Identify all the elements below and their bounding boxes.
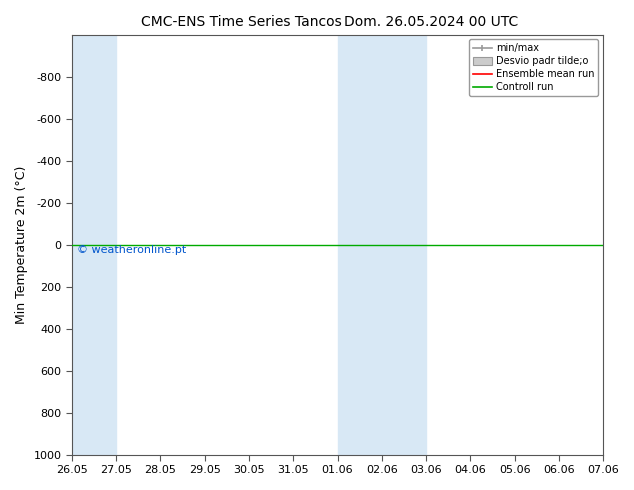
- Y-axis label: Min Temperature 2m (°C): Min Temperature 2m (°C): [15, 166, 28, 324]
- Bar: [382, 35, 426, 455]
- Text: CMC-ENS Time Series Tancos: CMC-ENS Time Series Tancos: [141, 15, 341, 29]
- Bar: [72, 35, 116, 455]
- Bar: [337, 35, 382, 455]
- Text: Dom. 26.05.2024 00 UTC: Dom. 26.05.2024 00 UTC: [344, 15, 518, 29]
- Text: © weatheronline.pt: © weatheronline.pt: [77, 245, 186, 255]
- Legend: min/max, Desvio padr tilde;o, Ensemble mean run, Controll run: min/max, Desvio padr tilde;o, Ensemble m…: [469, 40, 598, 96]
